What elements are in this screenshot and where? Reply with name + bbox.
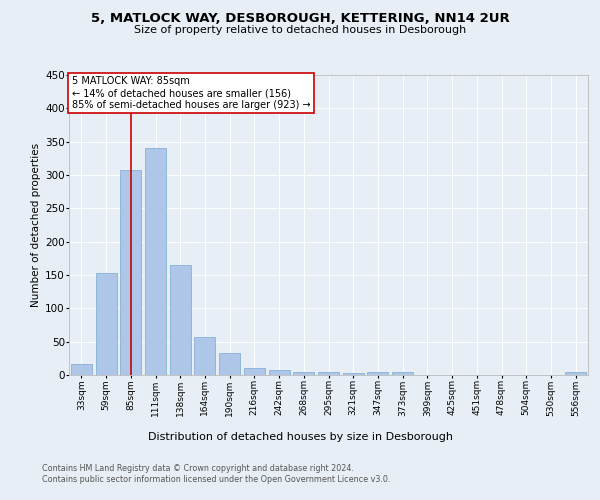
Bar xyxy=(293,372,314,375)
Bar xyxy=(194,337,215,375)
Text: Distribution of detached houses by size in Desborough: Distribution of detached houses by size … xyxy=(148,432,452,442)
Bar xyxy=(244,368,265,375)
Bar xyxy=(565,372,586,375)
Text: Contains HM Land Registry data © Crown copyright and database right 2024.: Contains HM Land Registry data © Crown c… xyxy=(42,464,354,473)
Bar xyxy=(145,148,166,375)
Bar xyxy=(219,353,240,375)
Text: 5, MATLOCK WAY, DESBOROUGH, KETTERING, NN14 2UR: 5, MATLOCK WAY, DESBOROUGH, KETTERING, N… xyxy=(91,12,509,26)
Bar xyxy=(318,372,339,375)
Bar xyxy=(367,372,388,375)
Bar xyxy=(392,372,413,375)
Bar xyxy=(71,364,92,375)
Text: Size of property relative to detached houses in Desborough: Size of property relative to detached ho… xyxy=(134,25,466,35)
Bar xyxy=(120,170,141,375)
Y-axis label: Number of detached properties: Number of detached properties xyxy=(31,143,41,307)
Bar xyxy=(343,373,364,375)
Text: 5 MATLOCK WAY: 85sqm
← 14% of detached houses are smaller (156)
85% of semi-deta: 5 MATLOCK WAY: 85sqm ← 14% of detached h… xyxy=(71,76,310,110)
Bar xyxy=(170,265,191,375)
Bar xyxy=(95,273,116,375)
Text: Contains public sector information licensed under the Open Government Licence v3: Contains public sector information licen… xyxy=(42,475,391,484)
Bar xyxy=(269,370,290,375)
